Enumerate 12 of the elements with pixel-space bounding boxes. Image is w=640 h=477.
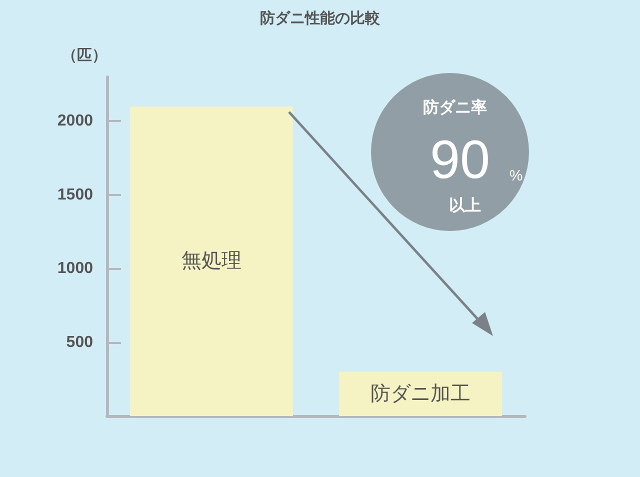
x-tick-label: 無処理 <box>182 250 242 272</box>
chart-title: 防ダニ性能の比較 <box>260 10 381 27</box>
annotation: 90 <box>430 129 490 191</box>
annotation: 防ダニ率 <box>423 98 487 118</box>
y-tick-label: 1500 <box>57 186 94 204</box>
y-tick-label: 500 <box>66 334 94 351</box>
x-tick-label: 防ダニ加工 <box>370 382 470 405</box>
y-tick-label: 1000 <box>57 260 94 278</box>
annotation: 以上 <box>449 196 481 216</box>
annotation: % <box>509 168 523 184</box>
y-tick-label: 2000 <box>57 112 94 130</box>
y-axis-title: （匹） <box>62 47 107 64</box>
